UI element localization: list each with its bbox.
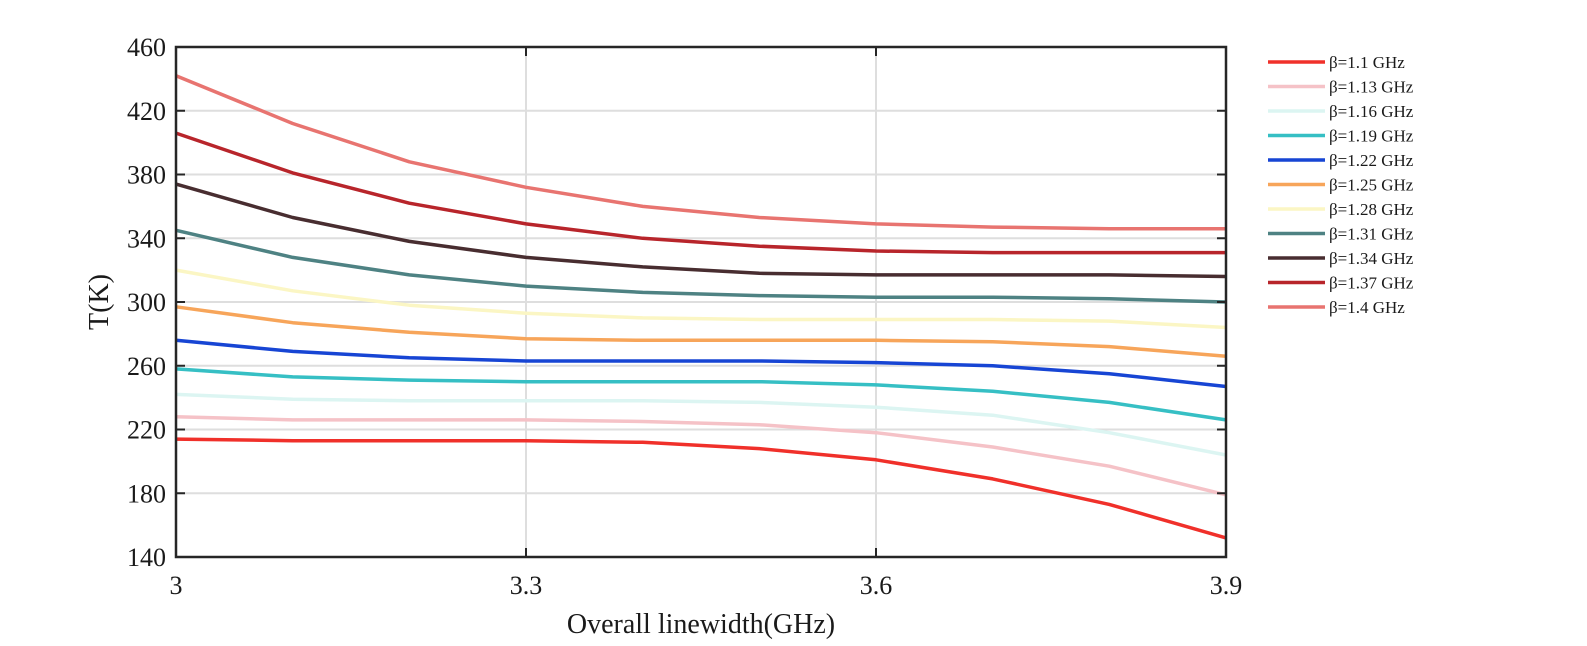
legend-item: β=1.37 GHz xyxy=(1268,274,1414,293)
series-line-1 xyxy=(175,437,1227,540)
grid-lines xyxy=(176,47,1226,557)
legend-item: β=1.25 GHz xyxy=(1268,176,1414,195)
x-tick-label: 3.3 xyxy=(510,571,543,600)
y-tick-label: 300 xyxy=(127,288,166,317)
y-tick-label: 140 xyxy=(127,543,166,572)
y-tick-label: 180 xyxy=(127,479,166,508)
y-tick-label: 460 xyxy=(127,33,166,62)
legend-label: β=1.34 GHz xyxy=(1329,249,1414,268)
legend-item: β=1.16 GHz xyxy=(1268,102,1414,121)
legend-item: β=1.22 GHz xyxy=(1268,151,1414,170)
legend-label: β=1.16 GHz xyxy=(1329,102,1414,121)
legend-label: β=1.25 GHz xyxy=(1329,176,1414,195)
series-line-3 xyxy=(175,392,1227,457)
series-line-6 xyxy=(175,305,1227,358)
series-line-9 xyxy=(175,182,1227,279)
y-tick-label: 420 xyxy=(127,97,166,126)
legend-label: β=1.22 GHz xyxy=(1329,151,1414,170)
legend-item: β=1.34 GHz xyxy=(1268,249,1414,268)
series-line-4 xyxy=(175,367,1227,422)
legend: β=1.1 GHz β=1.13 GHz β=1.16 GHz β=1.19 GHz β… xyxy=(1268,53,1414,317)
legend-item: β=1.28 GHz xyxy=(1268,200,1414,219)
series-line-11 xyxy=(175,74,1226,231)
y-tick-label: 340 xyxy=(127,224,166,253)
legend-item: β=1.1 GHz xyxy=(1268,53,1405,72)
legend-label: β=1.31 GHz xyxy=(1329,225,1414,244)
legend-item: β=1.19 GHz xyxy=(1268,127,1414,146)
legend-item: β=1.13 GHz xyxy=(1268,78,1414,97)
y-tick-label: 380 xyxy=(127,161,166,190)
legend-item: β=1.4 GHz xyxy=(1268,298,1405,317)
x-tick-label: 3.9 xyxy=(1210,571,1243,600)
legend-label: β=1.4 GHz xyxy=(1329,298,1405,317)
x-tick-label: 3.6 xyxy=(860,571,893,600)
x-tick-label: 3 xyxy=(170,571,183,600)
y-axis-label: T(K) xyxy=(84,274,115,330)
legend-label: β=1.1 GHz xyxy=(1329,53,1405,72)
y-tick-label: 260 xyxy=(127,352,166,381)
series-lines xyxy=(175,74,1227,540)
series-line-10 xyxy=(175,131,1226,255)
legend-label: β=1.13 GHz xyxy=(1329,78,1414,97)
legend-item: β=1.31 GHz xyxy=(1268,225,1414,244)
series-line-7 xyxy=(175,268,1227,330)
legend-label: β=1.37 GHz xyxy=(1329,274,1414,293)
y-tick-label: 220 xyxy=(127,416,166,445)
series-line-5 xyxy=(175,338,1227,389)
legend-label: β=1.19 GHz xyxy=(1329,127,1414,146)
series-line-8 xyxy=(175,228,1227,304)
x-axis-label: Overall linewidth(GHz) xyxy=(567,609,835,640)
legend-label: β=1.28 GHz xyxy=(1329,200,1414,219)
series-line-2 xyxy=(175,415,1227,497)
axis-ticks: 140 180 220 260 300 340 380 420 460 3 3.3 3.6 3.9 xyxy=(127,33,1242,600)
